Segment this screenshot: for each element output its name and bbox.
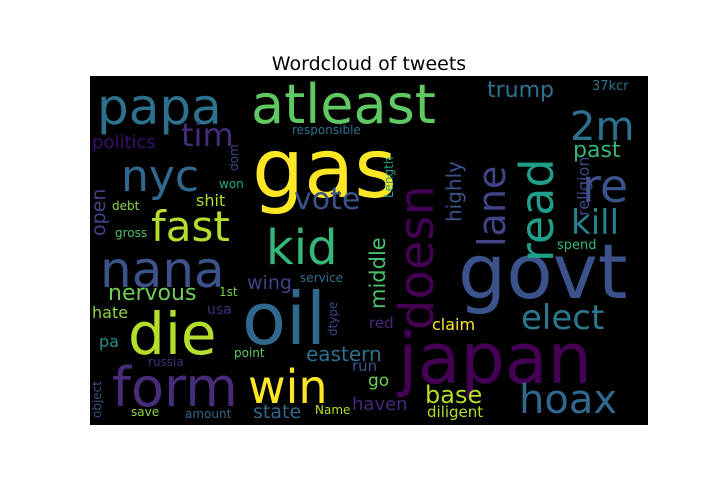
word-re: re	[582, 159, 628, 213]
word-papa: papa	[97, 78, 222, 136]
word-diligent: diligent	[427, 403, 483, 421]
word-fast: fast	[151, 202, 230, 251]
word-win: win	[248, 360, 328, 414]
word-tim: tim	[181, 116, 234, 154]
word-save: save	[131, 405, 159, 419]
word-trump: trump	[487, 78, 554, 103]
word-object: object	[90, 381, 104, 418]
word-2m: 2m	[570, 104, 634, 150]
word-hoax: hoax	[519, 377, 617, 423]
word-vote: vote	[294, 182, 360, 217]
word-pa: pa	[99, 332, 119, 351]
word-37kcr: 37kcr	[592, 79, 629, 94]
word-gas: gas	[252, 122, 397, 217]
word-govt: govt	[458, 227, 628, 316]
wordcloud-background	[90, 76, 648, 425]
word-claim: claim	[432, 315, 475, 334]
word-doesn: doesn	[389, 185, 445, 330]
word-politics: politics	[92, 132, 156, 153]
word-go: go	[368, 371, 389, 391]
word-hate: hate	[92, 303, 128, 322]
word-kid: kid	[266, 220, 338, 276]
word-nervous: nervous	[108, 281, 196, 306]
word-open: open	[88, 189, 110, 236]
word-elect: elect	[521, 298, 604, 338]
word-spend: spend	[557, 238, 597, 253]
word-middle: middle	[366, 237, 390, 309]
word-gross: gross	[115, 226, 147, 240]
word-run: run	[352, 357, 377, 375]
word-oil: oil	[242, 277, 326, 361]
word-eastern: eastern	[306, 342, 382, 366]
word-point: point	[234, 346, 265, 360]
word-highly: highly	[442, 161, 466, 222]
word-base: base	[425, 381, 482, 409]
word-russia: russia	[148, 355, 184, 369]
word-red: red	[369, 314, 394, 332]
word-state: state	[253, 401, 301, 423]
word-length: Length	[382, 157, 396, 198]
word-read: read	[510, 158, 564, 262]
word-form: form	[112, 356, 238, 419]
word-die: die	[128, 300, 217, 368]
word-won: won	[219, 177, 244, 191]
word-group: gasjapanoilgovtatleastpapaformnanadiewin…	[88, 73, 634, 423]
word-religion: religion	[574, 157, 593, 217]
word-nana: nana	[100, 241, 225, 299]
word-atleast: atleast	[251, 73, 436, 136]
word-wing: wing	[247, 272, 292, 294]
word-dom: dom	[227, 144, 241, 171]
word-dtype: dtype	[326, 302, 340, 336]
word-usa: usa	[207, 302, 232, 318]
word-1st: 1st	[219, 285, 238, 299]
chart-title: Wordcloud of tweets	[272, 53, 466, 75]
word-name: Name	[315, 403, 350, 417]
word-responsible: responsible	[292, 123, 361, 137]
word-amount: amount	[185, 407, 232, 421]
word-past: past	[573, 138, 621, 163]
word-shit: shit	[196, 191, 225, 210]
word-nyc: nyc	[121, 151, 199, 202]
word-haven: haven	[352, 394, 408, 415]
word-debt: debt	[112, 199, 140, 213]
word-service: service	[300, 271, 343, 285]
word-japan: japan	[396, 318, 592, 400]
word-lane: lane	[470, 166, 514, 247]
word-kill: kill	[571, 203, 619, 243]
